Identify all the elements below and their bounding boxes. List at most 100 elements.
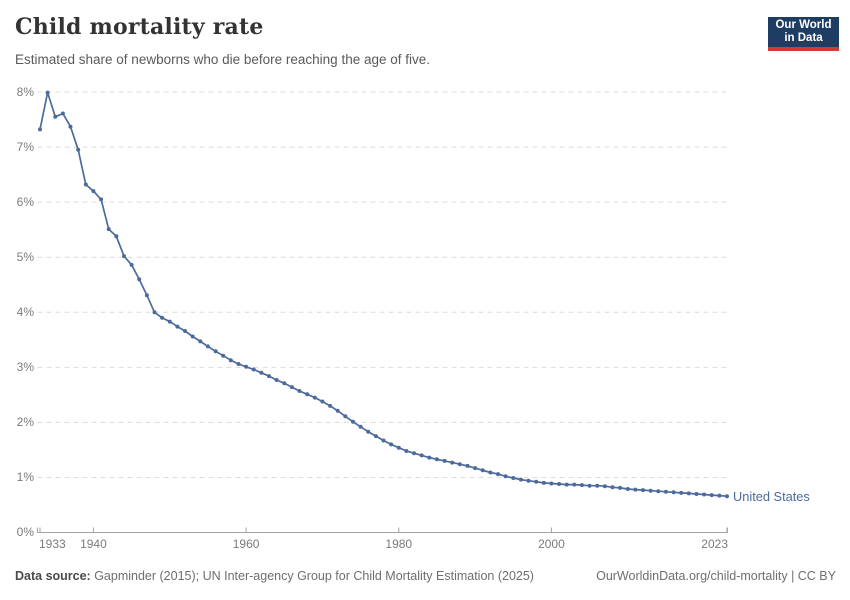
series-label-united-states[interactable]: United States xyxy=(733,488,810,504)
data-point[interactable] xyxy=(534,479,539,484)
data-point[interactable] xyxy=(373,434,378,439)
data-point[interactable] xyxy=(351,419,355,424)
data-point[interactable] xyxy=(144,293,149,298)
data-point[interactable] xyxy=(236,362,241,366)
data-point[interactable] xyxy=(122,254,126,259)
data-point[interactable] xyxy=(587,483,592,488)
data-point[interactable] xyxy=(595,483,600,488)
data-point[interactable] xyxy=(53,114,58,119)
owid-logo[interactable]: Our World in Data xyxy=(768,17,839,51)
data-point[interactable] xyxy=(725,494,729,499)
data-point[interactable] xyxy=(190,334,195,339)
data-point[interactable] xyxy=(198,339,203,344)
data-point[interactable] xyxy=(358,424,363,429)
data-point[interactable] xyxy=(694,492,699,496)
data-point[interactable] xyxy=(83,182,88,187)
data-point[interactable] xyxy=(175,324,180,329)
data-point[interactable] xyxy=(99,197,104,202)
data-point[interactable] xyxy=(213,349,218,354)
data-point[interactable] xyxy=(396,445,401,450)
data-point[interactable] xyxy=(328,403,333,408)
owid-logo-line1: Our World xyxy=(775,19,832,31)
data-point[interactable] xyxy=(381,438,386,443)
data-point[interactable] xyxy=(618,485,623,490)
data-point[interactable] xyxy=(572,482,577,487)
data-point[interactable] xyxy=(686,491,691,496)
data-point[interactable] xyxy=(717,493,722,498)
data-point[interactable] xyxy=(503,474,508,479)
data-point[interactable] xyxy=(480,468,485,473)
data-point[interactable] xyxy=(38,127,42,132)
footer-link[interactable]: OurWorldinData.org/child-mortality | CC … xyxy=(596,569,836,583)
data-point[interactable] xyxy=(709,493,714,498)
series-line-united-states[interactable] xyxy=(38,90,729,499)
data-point[interactable] xyxy=(419,453,424,458)
data-point[interactable] xyxy=(228,358,233,363)
data-point[interactable] xyxy=(343,414,348,419)
data-point[interactable] xyxy=(297,389,302,393)
data-point[interactable] xyxy=(488,470,493,475)
data-point[interactable] xyxy=(702,492,707,497)
data-point[interactable] xyxy=(442,458,447,463)
data-point[interactable] xyxy=(389,442,394,447)
data-point[interactable] xyxy=(221,353,226,358)
data-point[interactable] xyxy=(274,378,279,382)
data-point[interactable] xyxy=(305,392,310,397)
x-axis-tick-label: 2023 xyxy=(701,537,728,551)
data-point[interactable] xyxy=(648,488,653,493)
data-point[interactable] xyxy=(267,374,271,379)
data-point[interactable] xyxy=(320,399,325,404)
data-point[interactable] xyxy=(526,478,531,483)
data-point[interactable] xyxy=(496,472,500,477)
data-point[interactable] xyxy=(137,277,142,282)
data-point[interactable] xyxy=(679,490,684,495)
data-point[interactable] xyxy=(335,408,340,413)
data-point[interactable] xyxy=(183,329,187,333)
data-point[interactable] xyxy=(625,487,630,491)
data-point[interactable] xyxy=(663,489,668,494)
data-point[interactable] xyxy=(129,262,134,267)
data-point[interactable] xyxy=(602,484,607,489)
data-point[interactable] xyxy=(160,315,165,320)
data-point[interactable] xyxy=(557,482,562,486)
data-point[interactable] xyxy=(549,481,554,486)
data-point[interactable] xyxy=(114,234,119,239)
data-point[interactable] xyxy=(68,124,73,129)
data-point[interactable] xyxy=(564,482,569,487)
data-point[interactable] xyxy=(45,90,50,95)
data-point[interactable] xyxy=(427,455,432,460)
data-point[interactable] xyxy=(412,451,416,456)
data-point[interactable] xyxy=(106,227,111,232)
data-point[interactable] xyxy=(244,364,249,369)
data-point[interactable] xyxy=(259,370,264,375)
data-point[interactable] xyxy=(473,466,478,471)
data-point[interactable] xyxy=(633,487,638,492)
data-point[interactable] xyxy=(76,147,81,152)
data-point[interactable] xyxy=(60,111,65,116)
data-point[interactable] xyxy=(457,462,462,467)
data-point[interactable] xyxy=(152,310,157,315)
data-point[interactable] xyxy=(656,489,661,494)
data-point[interactable] xyxy=(641,488,645,493)
data-point[interactable] xyxy=(404,449,409,453)
data-point[interactable] xyxy=(610,485,615,490)
data-point[interactable] xyxy=(671,490,676,495)
data-point[interactable] xyxy=(580,483,584,488)
data-point[interactable] xyxy=(91,189,96,194)
data-point[interactable] xyxy=(312,395,317,400)
data-line[interactable] xyxy=(39,91,728,498)
data-point[interactable] xyxy=(541,480,546,485)
data-point[interactable] xyxy=(282,381,287,386)
data-point[interactable] xyxy=(167,319,172,324)
data-point[interactable] xyxy=(511,476,516,480)
data-point[interactable] xyxy=(465,463,470,468)
data-point[interactable] xyxy=(289,385,294,390)
data-point[interactable] xyxy=(450,460,455,465)
data-point[interactable] xyxy=(251,367,256,372)
data-point[interactable] xyxy=(366,429,371,434)
y-axis-tick-label: 0% xyxy=(16,525,34,539)
data-point[interactable] xyxy=(205,344,210,349)
data-point[interactable] xyxy=(434,457,439,462)
data-point[interactable] xyxy=(518,477,523,482)
